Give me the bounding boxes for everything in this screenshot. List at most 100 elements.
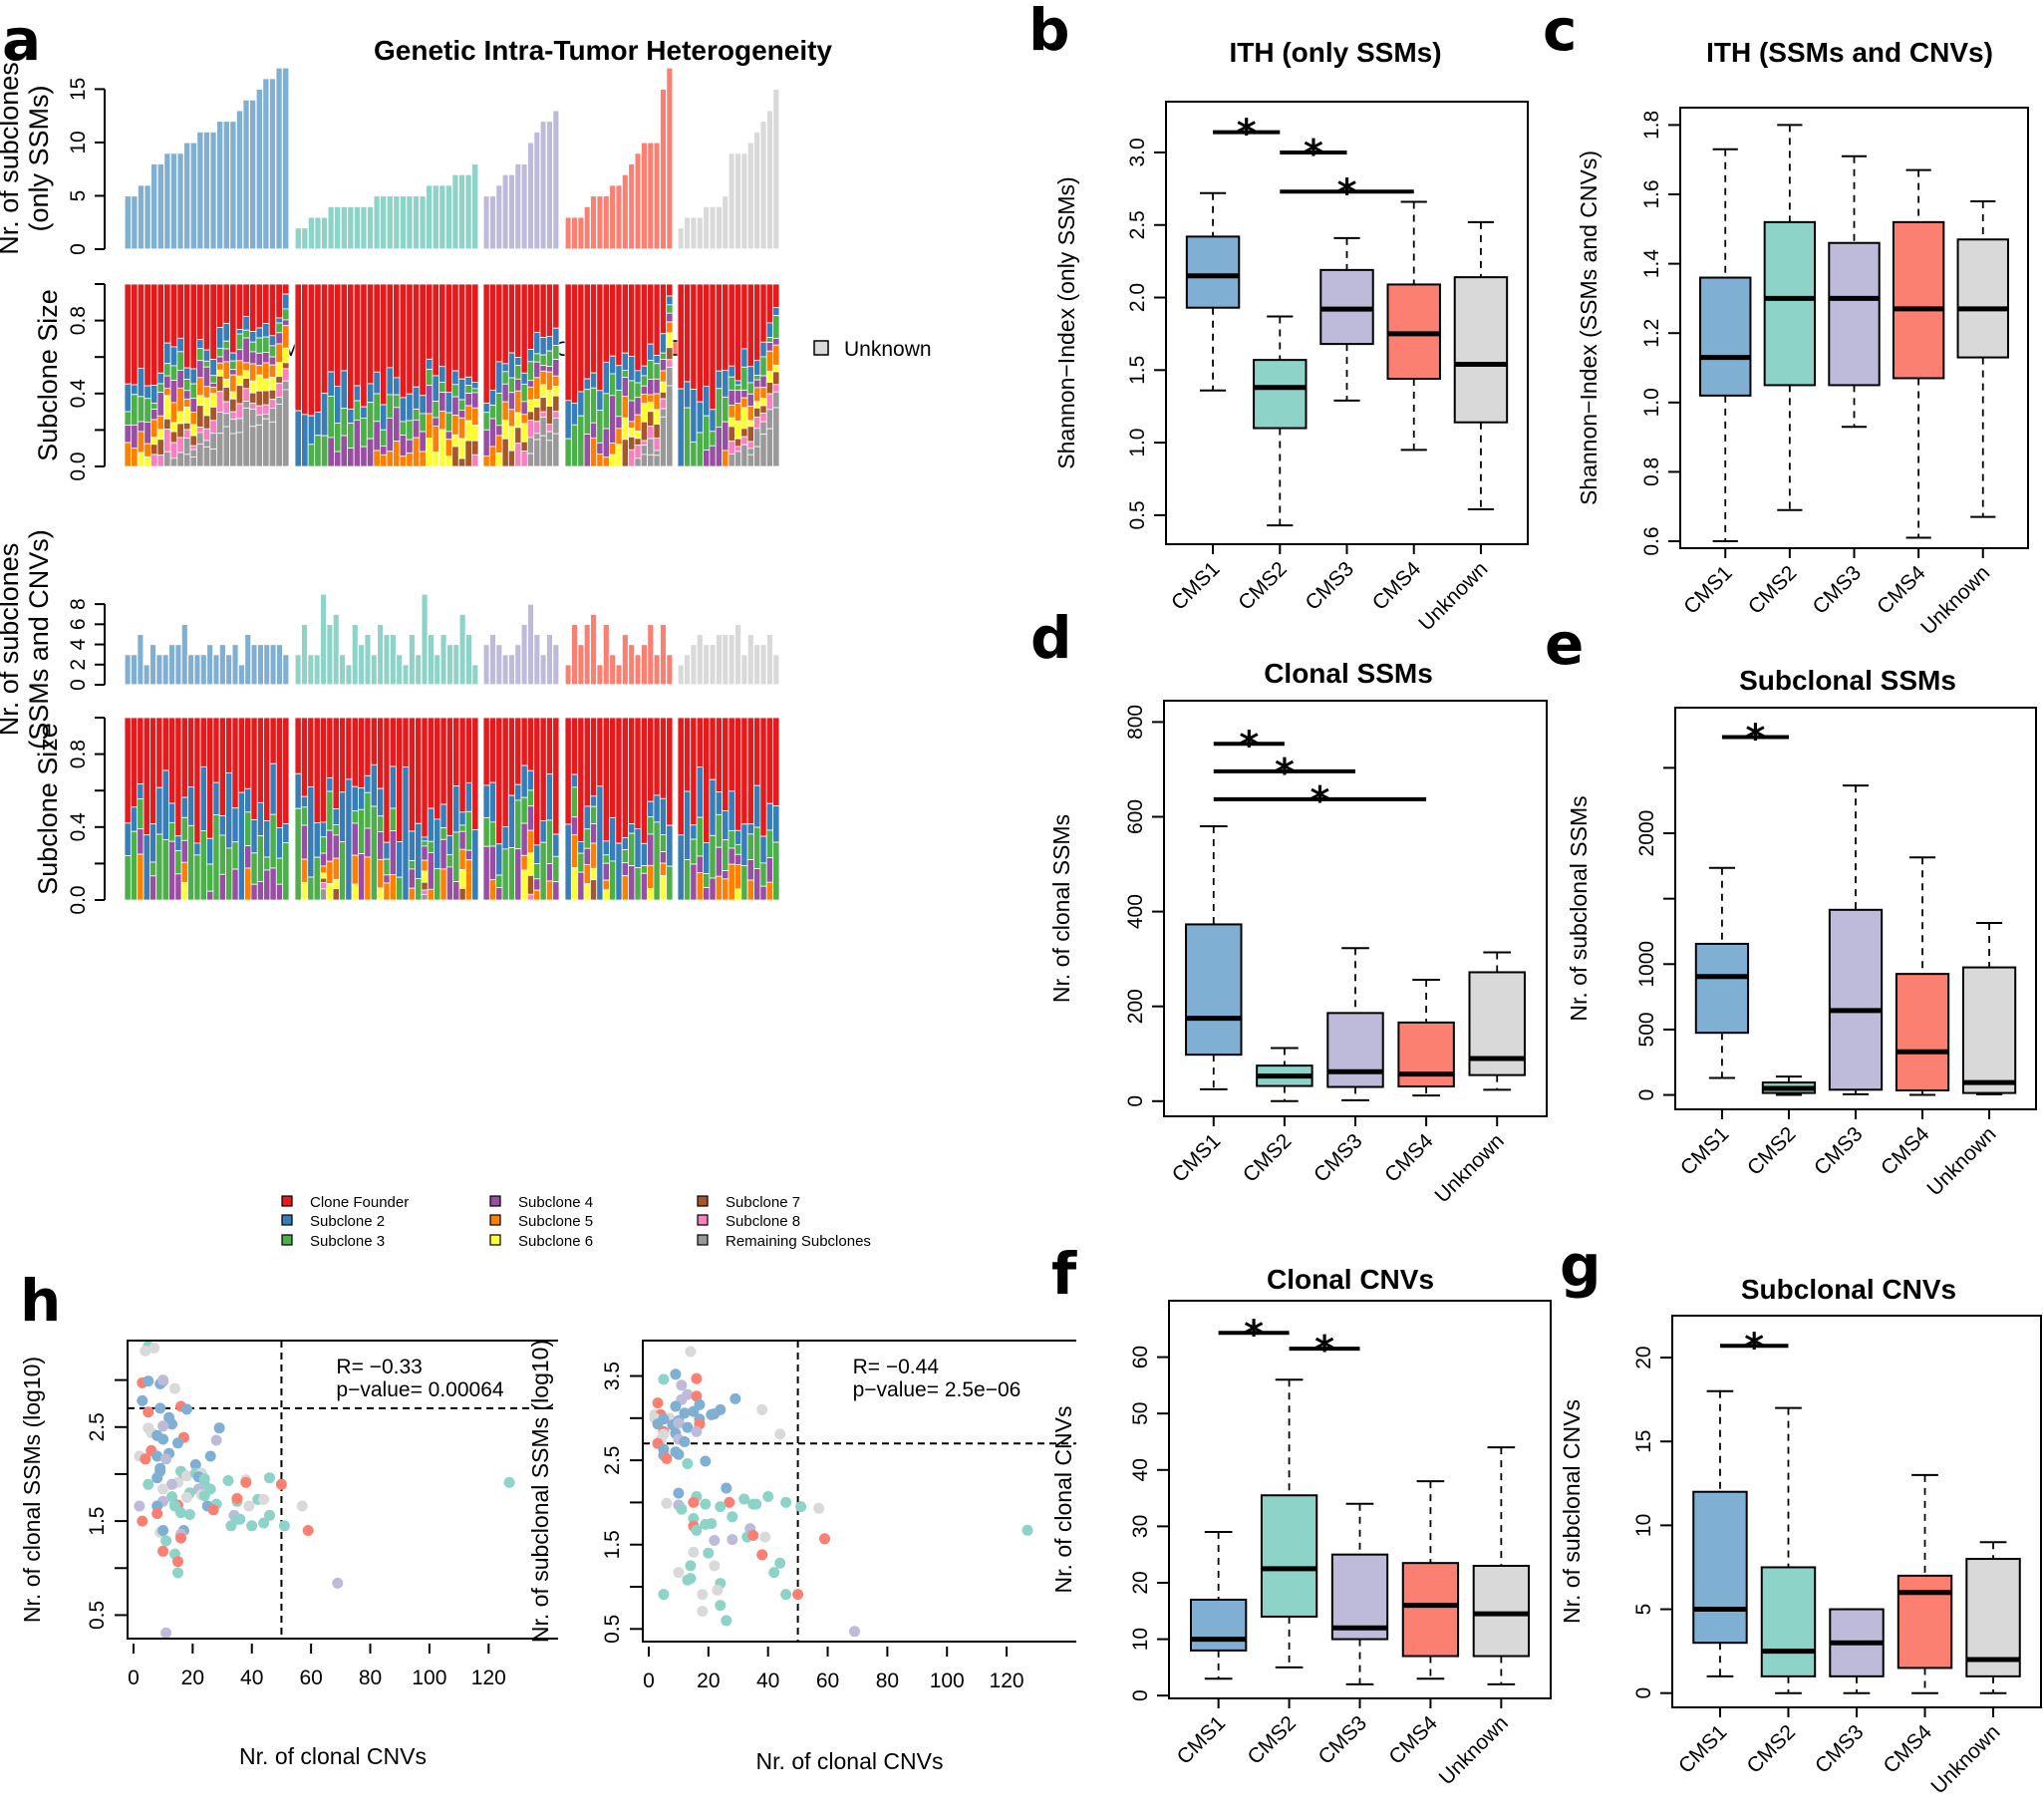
stack-seg-clone_founder <box>615 283 623 367</box>
stack-seg-subclone3 <box>300 806 309 826</box>
stack-seg-subclone4 <box>377 831 385 860</box>
point-cms4 <box>175 1532 186 1544</box>
bar-cms3 <box>526 603 535 686</box>
stack-seg-clone_founder <box>444 283 453 394</box>
stack-seg-clone_founder <box>432 283 439 377</box>
stack-seg-subclone4 <box>445 866 454 901</box>
stack-seg-clone_founder <box>677 283 685 390</box>
stack-seg-subclone6 <box>740 407 748 430</box>
bar-cms2 <box>333 205 342 250</box>
stack-seg-subclone5 <box>131 448 139 467</box>
point-cms1 <box>673 1487 685 1499</box>
bar-unknown <box>696 216 705 250</box>
stack-seg-remaining <box>539 417 547 437</box>
stack-seg-subclone4 <box>174 873 182 901</box>
stack-seg-subclone8 <box>539 411 547 419</box>
stack-seg-subclone2 <box>256 801 265 836</box>
stack-seg-subclone7 <box>545 406 554 425</box>
point-unknown <box>169 1382 180 1394</box>
stack-seg-subclone8 <box>552 411 560 419</box>
stack-seg-clone_founder <box>156 283 164 374</box>
stack-seg-subclone5 <box>419 451 427 467</box>
bar-cms3 <box>482 643 490 686</box>
point-cms3 <box>332 1577 344 1589</box>
stack-seg-subclone3 <box>772 315 780 339</box>
stack-seg-subclone2 <box>202 349 211 362</box>
bar-cms1 <box>193 654 201 686</box>
stack-seg-subclone3 <box>426 369 434 386</box>
stack-seg-subclone3 <box>659 834 668 852</box>
bar-cms2 <box>408 633 417 686</box>
stack-seg-subclone2 <box>396 841 404 878</box>
stack-seg-clone_founder <box>218 717 226 816</box>
stack-seg-subclone3 <box>202 360 211 368</box>
stack-seg-subclone2 <box>255 327 263 339</box>
stack-seg-subclone2 <box>772 307 780 317</box>
bar-cms2 <box>376 623 385 686</box>
stack-seg-clone_founder <box>545 283 554 337</box>
stack-seg-subclone5 <box>444 439 453 457</box>
stack-seg-subclone5 <box>196 377 204 397</box>
stack-seg-subclone4 <box>533 361 541 379</box>
stack-seg-subclone5 <box>596 454 604 467</box>
point-cms2 <box>264 1509 275 1521</box>
stack-seg-subclone3 <box>193 854 201 901</box>
stack-seg-subclone4 <box>640 385 648 395</box>
stack-seg-subclone4 <box>408 868 416 889</box>
stack-seg-subclone5 <box>647 394 655 403</box>
stack-seg-subclone2 <box>300 795 309 808</box>
stack-seg-clone_founder <box>464 717 473 783</box>
significance-star: * <box>1746 717 1766 760</box>
stack-seg-subclone4 <box>399 435 408 457</box>
point-unknown <box>688 1546 700 1558</box>
stack-seg-clone_founder <box>653 717 661 796</box>
stack-seg-subclone8 <box>514 443 522 467</box>
stack-seg-clone_founder <box>728 283 735 367</box>
stack-seg-remaining <box>169 457 178 467</box>
stack-seg-subclone3 <box>451 384 459 398</box>
stack-seg-subclone3 <box>501 371 509 385</box>
stack-seg-subclone2 <box>564 400 572 440</box>
stack-seg-subclone6 <box>169 422 178 433</box>
point-cms4 <box>172 1556 183 1568</box>
bar-cms4 <box>640 142 649 250</box>
bar-unknown <box>683 654 692 686</box>
stack-seg-subclone7 <box>235 385 244 405</box>
legend-swatch-remaining <box>697 1234 709 1246</box>
stack-seg-subclone5 <box>124 442 132 467</box>
bar-cms2 <box>314 216 322 250</box>
stack-seg-subclone2 <box>281 293 290 310</box>
stack-seg-subclone2 <box>168 802 176 823</box>
stack-seg-subclone4 <box>412 419 421 439</box>
stack-seg-subclone4 <box>583 434 591 467</box>
point-unknown <box>712 1584 724 1596</box>
x-tick-label: 80 <box>876 1669 899 1692</box>
stack-seg-subclone4 <box>709 445 717 467</box>
stack-seg-clone_founder <box>389 717 397 767</box>
stack-seg-subclone2 <box>647 800 655 817</box>
y-axis-label: Nr. of subclones <box>0 543 24 737</box>
stack-seg-clone_founder <box>294 283 302 412</box>
bar-unknown <box>677 226 685 250</box>
stack-seg-subclone2 <box>301 414 309 467</box>
stack-seg-subclone6 <box>659 381 668 393</box>
stack-seg-subclone8 <box>520 451 528 467</box>
stack-seg-subclone3 <box>590 387 598 424</box>
stack-seg-subclone8 <box>647 426 655 440</box>
stack-seg-subclone2 <box>728 365 735 378</box>
point-cms1 <box>730 1392 741 1404</box>
bar-cms2 <box>357 643 366 686</box>
stack-seg-subclone4 <box>653 378 661 395</box>
bar-unknown <box>752 643 761 686</box>
stack-seg-subclone5 <box>520 414 528 425</box>
stack-seg-clone_founder <box>526 283 535 350</box>
stack-seg-clone_founder <box>683 283 692 383</box>
x-tick-label: 60 <box>816 1669 839 1692</box>
bar-cms4 <box>577 216 585 250</box>
point-cms2 <box>700 1498 712 1510</box>
stack-seg-subclone4 <box>526 380 535 388</box>
stack-seg-subclone3 <box>444 412 453 433</box>
stack-seg-subclone5 <box>393 441 401 467</box>
point-cms4 <box>207 1504 219 1516</box>
stack-seg-subclone5 <box>759 387 767 399</box>
